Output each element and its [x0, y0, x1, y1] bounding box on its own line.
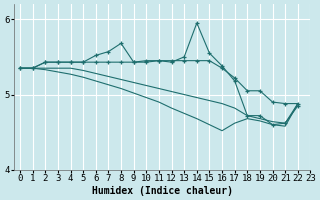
X-axis label: Humidex (Indice chaleur): Humidex (Indice chaleur) [92, 186, 233, 196]
